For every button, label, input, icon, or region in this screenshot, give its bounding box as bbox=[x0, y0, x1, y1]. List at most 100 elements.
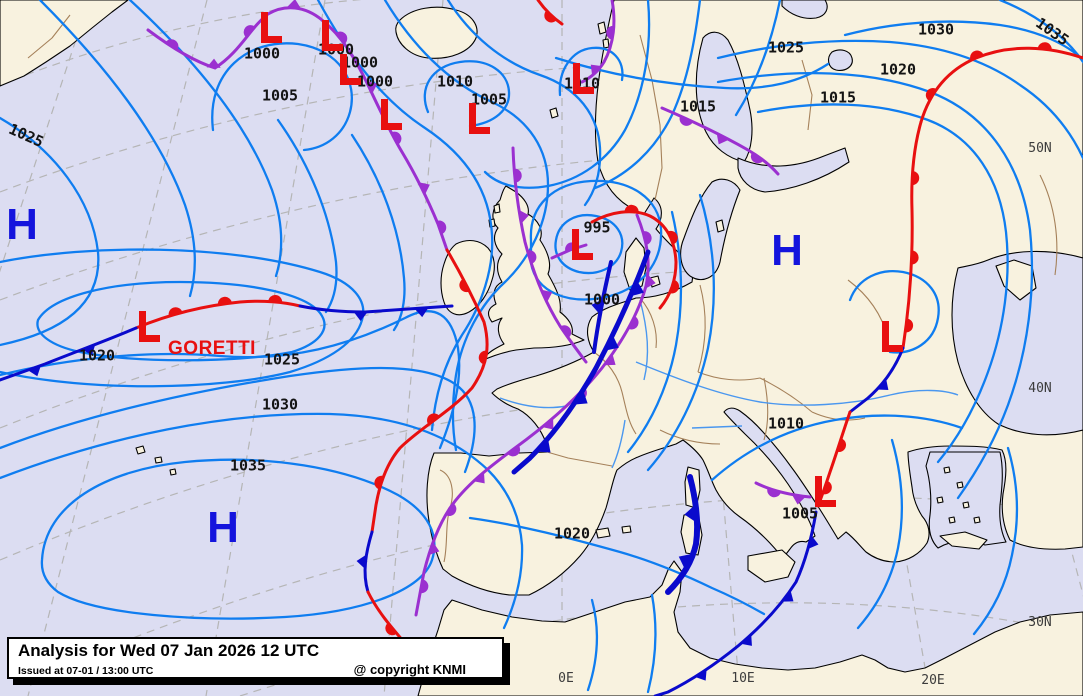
isobar-line bbox=[558, 46, 624, 97]
isobar-value-label: 1030 bbox=[262, 396, 298, 414]
front-symbol-tri bbox=[791, 494, 806, 505]
front-symbol-tri bbox=[356, 554, 367, 569]
isobar-value-label: 1020 bbox=[554, 525, 590, 543]
grid-labels-layer: 50N 40N 30N 20E 10E 0E bbox=[558, 141, 1052, 688]
isobar-value-label: 1020 bbox=[79, 347, 115, 365]
front-symbol-dome bbox=[268, 295, 283, 303]
low-glyph-stem bbox=[815, 476, 822, 507]
sea-baltic bbox=[680, 178, 741, 280]
low-pressure-center bbox=[469, 103, 490, 134]
warm-front-line bbox=[134, 299, 302, 330]
island-sicily bbox=[747, 549, 796, 583]
isobar-line bbox=[529, 179, 663, 301]
isobar-value-label: 1015 bbox=[680, 98, 716, 116]
front-symbol-dome bbox=[750, 152, 764, 164]
front-symbol-dome bbox=[970, 50, 984, 61]
front-symbol-dome bbox=[624, 204, 639, 213]
isobar-line bbox=[211, 42, 353, 152]
cold-front-line bbox=[848, 346, 905, 414]
isobar-line bbox=[276, 118, 338, 314]
front-symbol-tri bbox=[428, 541, 440, 556]
low-glyph-foot bbox=[469, 127, 490, 134]
occluded-front-line bbox=[550, 243, 588, 260]
river-po bbox=[691, 425, 743, 429]
rivers-layer bbox=[499, 299, 959, 469]
front-symbol-tri bbox=[82, 344, 96, 356]
graticule-line bbox=[239, 602, 1083, 696]
coastline-iceland bbox=[395, 6, 478, 59]
isobar-value-label: 1000 bbox=[342, 54, 378, 72]
isobar-value-label: 1030 bbox=[918, 21, 954, 39]
sea-black-sea bbox=[951, 250, 1083, 436]
front-symbol-dome bbox=[168, 307, 183, 317]
graticule-coordinate-label: 50N bbox=[1028, 141, 1051, 156]
front-symbol-dome bbox=[478, 350, 488, 365]
high-pressure-center: H bbox=[6, 200, 38, 249]
front-symbol-tri bbox=[678, 553, 694, 571]
isobar-value-label: 1025 bbox=[768, 39, 804, 57]
isobar-value-label: 1005 bbox=[471, 91, 507, 109]
issued-timestamp: Issued at 07-01 / 13:00 UTC bbox=[18, 665, 154, 677]
front-symbol-tri bbox=[604, 353, 616, 366]
pressure-centers-layer: H H H bbox=[6, 12, 903, 552]
peninsula-crimea bbox=[995, 259, 1037, 301]
front-symbol-dome bbox=[669, 279, 680, 294]
isobar-line bbox=[554, 213, 624, 275]
river-rhone bbox=[611, 419, 626, 469]
warm-front-line bbox=[901, 120, 923, 350]
isobar-line bbox=[446, 0, 602, 207]
front-symbol-tri bbox=[604, 335, 619, 351]
island-azores bbox=[135, 445, 177, 476]
front-symbol-dome bbox=[507, 445, 521, 457]
front-symbol-tri bbox=[27, 365, 41, 377]
front-symbol-dome bbox=[527, 250, 537, 264]
isobar-value-label: 1010 bbox=[437, 73, 473, 91]
isobar-line bbox=[756, 103, 1009, 464]
front-symbol-dome bbox=[165, 39, 179, 50]
front-symbol-dome bbox=[544, 10, 557, 23]
graticule-coordinate-label: 0E bbox=[558, 671, 574, 686]
front-symbol-dome bbox=[374, 475, 384, 490]
front-symbol-tri bbox=[366, 81, 378, 94]
front-symbol-tri bbox=[287, 0, 301, 9]
front-symbol-tri bbox=[573, 390, 588, 405]
front-symbol-tri bbox=[630, 280, 644, 297]
isobar-line bbox=[423, 60, 511, 128]
cold-front-line bbox=[665, 474, 701, 595]
island-gotland bbox=[715, 219, 725, 233]
isobar-value-label: 1005 bbox=[782, 505, 818, 523]
low-glyph-foot bbox=[573, 87, 594, 94]
front-symbol-tri bbox=[740, 634, 752, 646]
front-symbol-dome bbox=[335, 31, 348, 45]
coastline-north-africa bbox=[417, 560, 1083, 696]
island-mallorca bbox=[595, 527, 611, 539]
isobar-value-label: 1035 bbox=[230, 457, 266, 475]
front-symbol-dome bbox=[911, 171, 920, 186]
front-symbol-tri bbox=[716, 133, 730, 145]
isobar-line bbox=[0, 366, 476, 474]
river-loire bbox=[499, 397, 567, 409]
low-glyph-stem bbox=[340, 54, 347, 85]
graticule-coordinate-label: 20E bbox=[921, 673, 944, 688]
front-symbol-dome bbox=[560, 325, 572, 338]
isobar-line bbox=[848, 270, 940, 354]
isobar-line bbox=[38, 0, 197, 298]
low-pressure-center bbox=[261, 12, 282, 43]
low-pressure-center bbox=[139, 311, 160, 342]
front-symbol-dome bbox=[514, 168, 522, 183]
isobar-line bbox=[350, 133, 406, 332]
copyright-notice: @ copyright KNMI bbox=[353, 662, 466, 677]
island-minorca bbox=[621, 525, 632, 534]
low-glyph-stem bbox=[882, 321, 889, 352]
low-glyph-foot bbox=[139, 335, 160, 342]
high-pressure-center: H bbox=[771, 226, 803, 275]
front-symbol-dome bbox=[420, 579, 429, 594]
isobar-line bbox=[468, 516, 766, 616]
low-pressure-center bbox=[340, 54, 361, 85]
river-rhine bbox=[639, 299, 649, 381]
front-symbol-tri bbox=[473, 471, 485, 484]
front-symbol-tri bbox=[536, 438, 551, 453]
front-symbol-dome bbox=[667, 230, 678, 245]
